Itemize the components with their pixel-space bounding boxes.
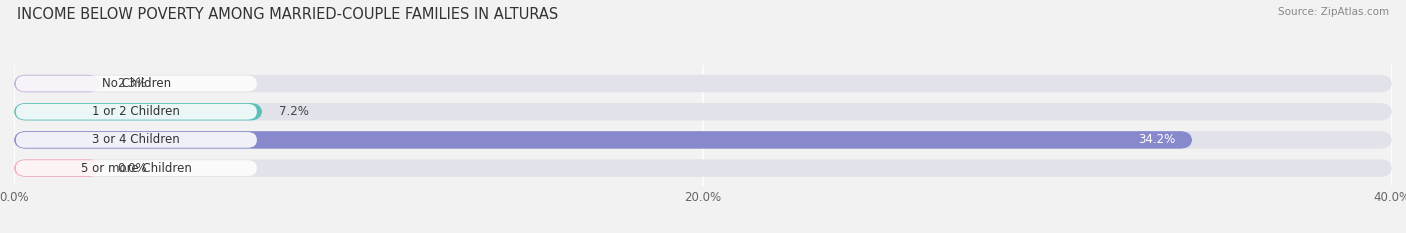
Text: 5 or more Children: 5 or more Children (82, 161, 191, 175)
Text: 1 or 2 Children: 1 or 2 Children (93, 105, 180, 118)
Text: 34.2%: 34.2% (1137, 134, 1175, 146)
FancyBboxPatch shape (14, 159, 100, 177)
Text: INCOME BELOW POVERTY AMONG MARRIED-COUPLE FAMILIES IN ALTURAS: INCOME BELOW POVERTY AMONG MARRIED-COUPL… (17, 7, 558, 22)
FancyBboxPatch shape (15, 76, 257, 91)
FancyBboxPatch shape (14, 131, 1392, 149)
FancyBboxPatch shape (15, 132, 257, 148)
Text: 7.2%: 7.2% (280, 105, 309, 118)
FancyBboxPatch shape (15, 160, 257, 176)
FancyBboxPatch shape (14, 103, 262, 120)
Text: No Children: No Children (101, 77, 172, 90)
FancyBboxPatch shape (14, 159, 1392, 177)
Text: 0.0%: 0.0% (118, 161, 148, 175)
FancyBboxPatch shape (14, 103, 1392, 120)
Text: 2.3%: 2.3% (118, 77, 148, 90)
Text: Source: ZipAtlas.com: Source: ZipAtlas.com (1278, 7, 1389, 17)
FancyBboxPatch shape (14, 75, 100, 92)
FancyBboxPatch shape (14, 131, 1192, 149)
FancyBboxPatch shape (15, 104, 257, 120)
FancyBboxPatch shape (14, 75, 1392, 92)
Text: 3 or 4 Children: 3 or 4 Children (93, 134, 180, 146)
